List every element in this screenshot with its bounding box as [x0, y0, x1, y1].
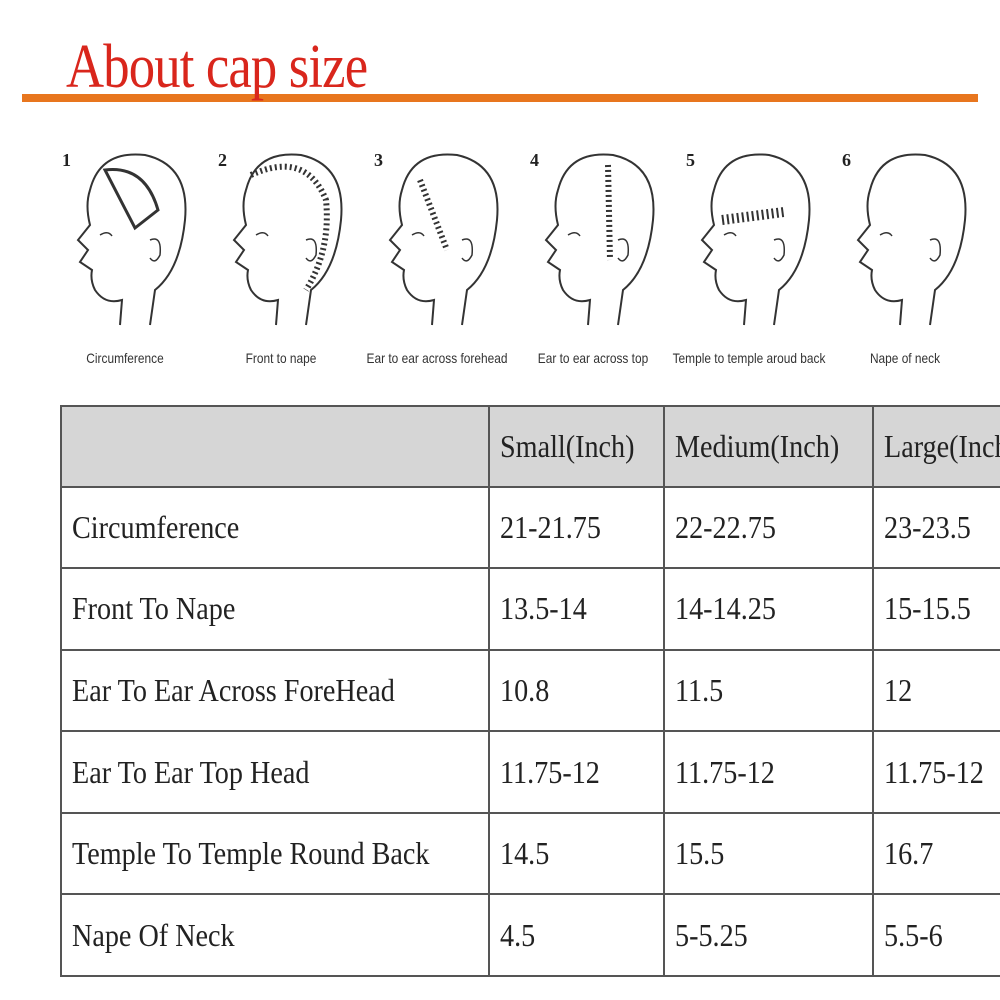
header-cell-medium: Medium(Inch) [663, 405, 874, 488]
size-value: 5-5.25 [663, 893, 874, 977]
row-label: Circumference [59, 485, 491, 570]
header-cell [59, 405, 491, 488]
size-value: 11.5 [663, 648, 874, 733]
measurement-figures: 1 Circumference 2 Front to nape 3 Ear to e… [50, 140, 967, 380]
table-row: Temple To Temple Round Back 14.5 15.5 16.7 [59, 811, 1000, 896]
size-value: 11.75-12 [871, 730, 1000, 814]
figure-6: 6 Nape of neck [830, 140, 980, 380]
header-cell-large: Large(Inch) [871, 405, 1000, 488]
size-value: 14.5 [488, 811, 666, 896]
head-front-to-nape-icon [232, 153, 343, 326]
size-value: 5.5-6 [871, 893, 1000, 977]
table-row: Ear To Ear Top Head 11.75-12 11.75-12 11.75… [59, 730, 1000, 814]
head-temple-icon [700, 153, 811, 326]
size-value: 21-21.75 [488, 485, 666, 570]
figure-4: 4 Ear to ear across top [518, 140, 668, 380]
figure-caption: Ear to ear across top [537, 350, 649, 366]
table-row: Front To Nape 13.5-14 14-14.25 15-15.5 [59, 567, 1000, 651]
figure-caption: Circumference [86, 350, 164, 366]
size-value: 22-22.75 [663, 485, 874, 570]
figure-number: 4 [530, 150, 539, 170]
figure-3: 3 Ear to ear across forehead [362, 140, 512, 380]
table-row: Ear To Ear Across ForeHead 10.8 11.5 12 [59, 648, 1000, 733]
figure-caption: Front to nape [245, 350, 317, 366]
row-label: Temple To Temple Round Back [59, 811, 491, 896]
figure-2: 2 Front to nape [206, 140, 356, 380]
size-value: 16.7 [871, 811, 1000, 896]
row-label: Ear To Ear Across ForeHead [59, 648, 491, 733]
table-row: Circumference 21-21.75 22-22.75 23-23.5 [59, 485, 1000, 570]
figure-number: 5 [686, 150, 695, 170]
size-value: 4.5 [488, 893, 666, 977]
figure-caption: Nape of neck [869, 350, 941, 366]
figure-caption: Ear to ear across forehead [366, 350, 508, 366]
figure-5: 5 Temple to temple aroud back [673, 140, 826, 380]
head-circumference-icon [76, 153, 187, 326]
head-ear-top-icon [544, 153, 655, 326]
size-table: Small(Inch) Medium(Inch) Large(Inch) Cir… [59, 405, 1000, 977]
size-value: 12 [871, 648, 1000, 733]
figure-number: 1 [62, 150, 71, 170]
head-ear-forehead-icon [388, 153, 499, 326]
size-value: 11.75-12 [488, 730, 666, 814]
size-value: 15-15.5 [871, 567, 1000, 651]
size-value: 11.75-12 [663, 730, 874, 814]
figure-caption: Temple to temple aroud back [672, 350, 826, 366]
size-value: 13.5-14 [488, 567, 666, 651]
orange-rule [22, 94, 978, 102]
size-value: 23-23.5 [871, 485, 1000, 570]
row-label: Ear To Ear Top Head [59, 730, 491, 814]
figure-number: 2 [218, 150, 227, 170]
row-label: Nape Of Neck [59, 893, 491, 977]
size-value: 15.5 [663, 811, 874, 896]
size-value: 14-14.25 [663, 567, 874, 651]
row-label: Front To Nape [59, 567, 491, 651]
page-title: About cap size [66, 33, 368, 101]
header-cell-small: Small(Inch) [488, 405, 666, 488]
figure-number: 3 [374, 150, 383, 170]
size-value: 10.8 [488, 648, 666, 733]
head-nape-icon [856, 153, 967, 326]
figure-number: 6 [842, 150, 851, 170]
table-row: Nape Of Neck 4.5 5-5.25 5.5-6 [59, 893, 1000, 977]
table-header-row: Small(Inch) Medium(Inch) Large(Inch) [59, 405, 1000, 488]
figure-1: 1 Circumference [50, 140, 200, 380]
